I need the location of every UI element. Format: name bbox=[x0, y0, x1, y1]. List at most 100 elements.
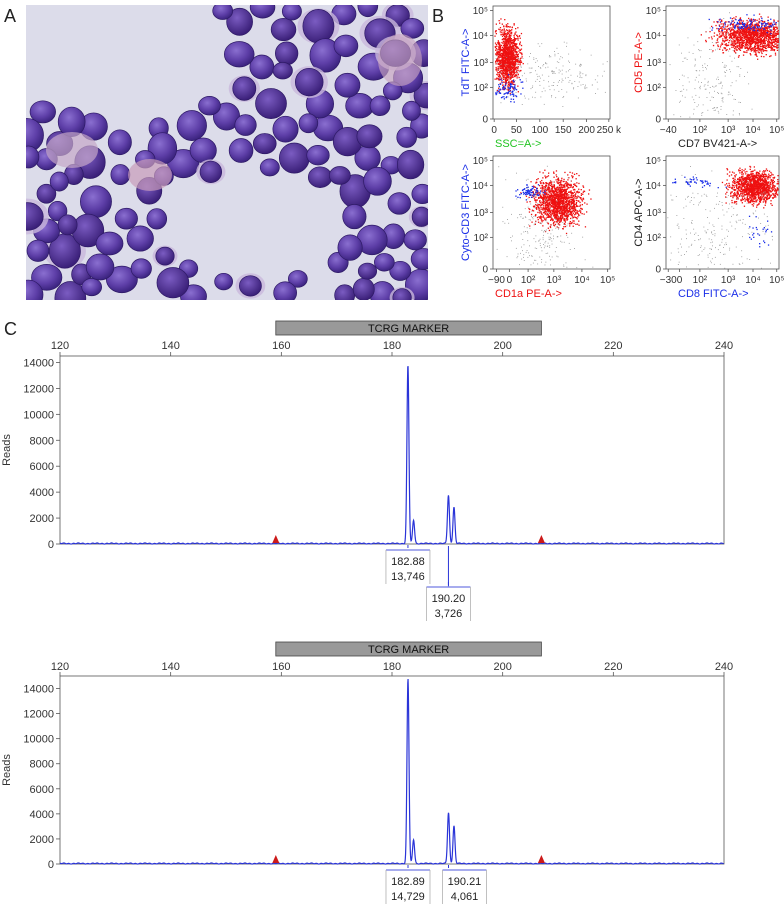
event-dot-red bbox=[511, 58, 514, 60]
event-dot-red bbox=[572, 212, 575, 214]
event-dot-red bbox=[769, 24, 771, 26]
event-dot-red bbox=[512, 63, 514, 66]
event-dot-red bbox=[570, 199, 572, 201]
event-dot-gray bbox=[526, 231, 528, 233]
event-dot-red bbox=[568, 204, 571, 206]
event-dot-red bbox=[510, 65, 513, 67]
event-dot-red bbox=[511, 60, 513, 62]
event-dot-gray bbox=[602, 63, 604, 65]
event-dot-blue bbox=[734, 26, 736, 28]
event-dot-red bbox=[511, 74, 513, 76]
event-dot-gray bbox=[558, 72, 560, 74]
event-dot-red bbox=[555, 208, 557, 210]
event-dot-gray bbox=[679, 101, 680, 103]
event-dot-red bbox=[562, 212, 564, 214]
event-dot-red bbox=[557, 182, 559, 185]
event-dot-red bbox=[747, 34, 749, 36]
event-dot-red bbox=[573, 214, 576, 216]
cell-nucleus bbox=[396, 149, 425, 180]
event-dot-red bbox=[500, 60, 502, 62]
event-dot-red bbox=[555, 194, 557, 197]
event-dot-gray bbox=[547, 212, 549, 213]
event-dot-red bbox=[496, 89, 498, 92]
event-dot-red bbox=[717, 44, 719, 46]
event-dot-red bbox=[762, 45, 764, 48]
event-dot-red bbox=[569, 205, 571, 207]
event-dot-gray bbox=[577, 75, 578, 77]
event-dot-blue bbox=[544, 190, 546, 192]
cell-nucleus bbox=[36, 183, 57, 204]
event-dot-red bbox=[514, 38, 516, 41]
event-dot-red bbox=[548, 196, 550, 198]
event-dot-blue bbox=[531, 194, 533, 196]
event-dot-red bbox=[507, 26, 510, 28]
event-dot-gray bbox=[557, 216, 559, 218]
event-dot-red bbox=[515, 28, 517, 30]
event-dot-red bbox=[730, 32, 732, 34]
event-dot-red bbox=[561, 210, 564, 212]
event-dot-gray bbox=[522, 217, 524, 219]
event-dot-red bbox=[504, 83, 507, 86]
event-dot-red bbox=[749, 34, 751, 37]
event-dot-red bbox=[716, 27, 718, 30]
cell-nucleus bbox=[392, 288, 412, 300]
event-dot-red bbox=[541, 203, 544, 206]
event-dot-blue bbox=[708, 18, 710, 21]
event-dot-red bbox=[552, 211, 555, 213]
micrograph-cells bbox=[26, 5, 428, 300]
event-dot-gray bbox=[693, 108, 695, 110]
event-dot-red bbox=[740, 43, 742, 45]
event-dot-red bbox=[540, 208, 542, 210]
event-dot-red bbox=[543, 211, 545, 213]
event-dot-red bbox=[536, 199, 538, 201]
event-dot-red bbox=[495, 53, 497, 55]
event-dot-red bbox=[569, 225, 571, 227]
event-dot-red bbox=[508, 58, 510, 60]
event-dot-red bbox=[763, 24, 765, 27]
event-dot-red bbox=[735, 49, 738, 51]
event-dot-red bbox=[758, 47, 760, 49]
event-dot-red bbox=[759, 49, 761, 51]
event-dot-blue bbox=[753, 26, 755, 28]
event-dot-red bbox=[761, 47, 763, 49]
event-dot-blue bbox=[775, 22, 777, 24]
event-dot-red bbox=[743, 39, 745, 42]
event-dot-gray bbox=[511, 70, 513, 72]
event-dot-red bbox=[756, 22, 758, 24]
event-dot-gray bbox=[570, 180, 572, 182]
x-tick-label: 0 bbox=[507, 275, 513, 286]
event-dot-red bbox=[550, 194, 552, 197]
event-dot-blue bbox=[736, 21, 739, 24]
event-dot-red bbox=[571, 199, 573, 201]
event-dot-red bbox=[582, 197, 584, 199]
y-tick-label: 0 bbox=[482, 115, 488, 126]
event-dot-red bbox=[512, 42, 515, 45]
event-dot-red bbox=[496, 68, 498, 70]
event-dot-gray bbox=[535, 193, 537, 194]
event-dot-red bbox=[511, 71, 513, 74]
event-dot-red bbox=[577, 195, 579, 197]
event-dot-red bbox=[546, 176, 548, 178]
event-dot-red bbox=[770, 36, 772, 38]
event-dot-red bbox=[537, 221, 540, 223]
event-dot-red bbox=[496, 77, 498, 79]
event-dot-red bbox=[507, 38, 509, 41]
pink-cytoplasm-blob bbox=[378, 34, 422, 86]
event-dot-red bbox=[520, 44, 523, 47]
event-dot-red bbox=[774, 26, 776, 28]
event-dot-gray bbox=[705, 88, 707, 90]
event-dot-red bbox=[541, 221, 543, 223]
event-dot-red bbox=[501, 56, 503, 59]
event-dot-red bbox=[553, 225, 556, 227]
event-dot-red bbox=[505, 56, 508, 58]
event-dot-red bbox=[565, 182, 567, 184]
event-dot-red bbox=[760, 20, 762, 22]
event-dot-red bbox=[742, 40, 744, 42]
event-dot-red bbox=[756, 42, 759, 44]
event-dot-red bbox=[507, 39, 509, 41]
event-dot-red bbox=[571, 192, 573, 194]
event-dot-red bbox=[776, 33, 779, 35]
event-dot-red bbox=[537, 219, 539, 221]
event-dot-gray bbox=[530, 264, 532, 266]
event-dot-red bbox=[759, 39, 761, 41]
